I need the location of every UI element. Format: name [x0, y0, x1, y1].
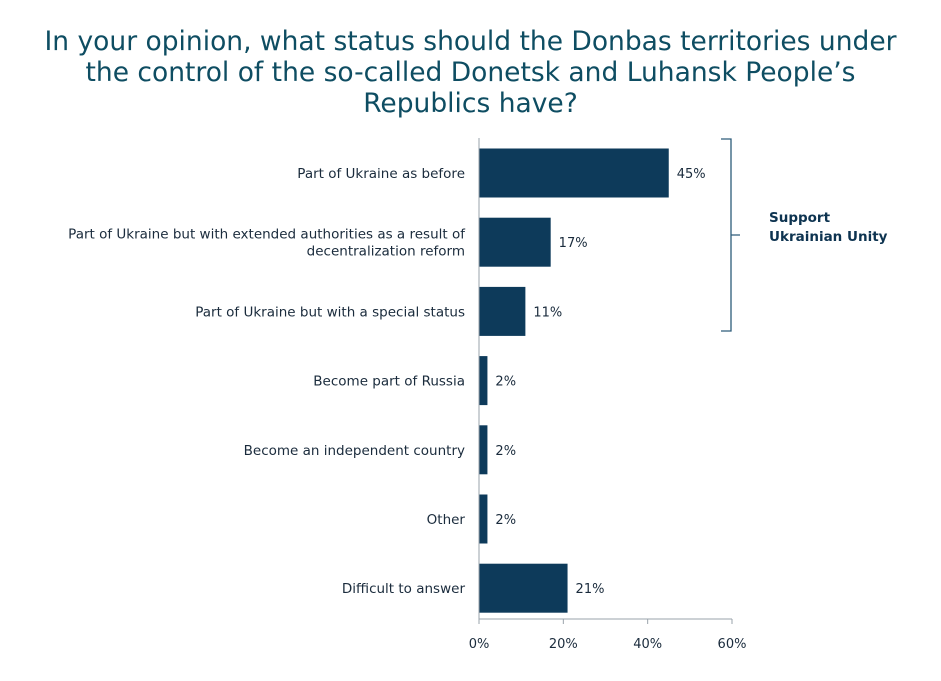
bar [479, 563, 568, 613]
bracket-label: Support [769, 210, 831, 226]
bar [479, 494, 488, 544]
category-label: Other [427, 512, 466, 528]
bar-value-label: 11% [533, 305, 562, 320]
category-label: Become an independent country [244, 443, 465, 459]
bar-value-label: 2% [495, 375, 516, 390]
category-label: Become part of Russia [313, 374, 465, 390]
bar-value-label: 2% [495, 513, 516, 528]
bar [479, 425, 488, 475]
x-tick-label: 40% [633, 637, 662, 652]
bracket-label: Ukrainian Unity [769, 229, 888, 245]
bracket [721, 138, 740, 332]
bar-value-label: 45% [677, 167, 706, 182]
bar-value-label: 2% [495, 444, 516, 459]
bar [479, 217, 551, 267]
category-label: Part of Ukraine but with extended author… [68, 227, 466, 243]
category-label: Part of Ukraine but with a special statu… [195, 304, 465, 320]
chart-title-line: the control of the so-called Donetsk and… [85, 57, 856, 88]
bar [479, 286, 526, 336]
category-label: Difficult to answer [342, 581, 466, 597]
category-label: Part of Ukraine as before [297, 166, 465, 182]
bar [479, 148, 669, 198]
x-tick-label: 60% [718, 637, 747, 652]
bar [479, 356, 488, 406]
category-label: decentralization reform [307, 244, 465, 260]
bar-value-label: 21% [576, 582, 605, 597]
x-tick-label: 0% [469, 637, 490, 652]
chart-title-line: Republics have? [363, 88, 578, 119]
chart-title-line: In your opinion, what status should the … [44, 26, 897, 57]
bar-value-label: 17% [559, 236, 588, 251]
x-tick-label: 20% [549, 637, 578, 652]
chart-title: In your opinion, what status should the … [20, 26, 921, 119]
